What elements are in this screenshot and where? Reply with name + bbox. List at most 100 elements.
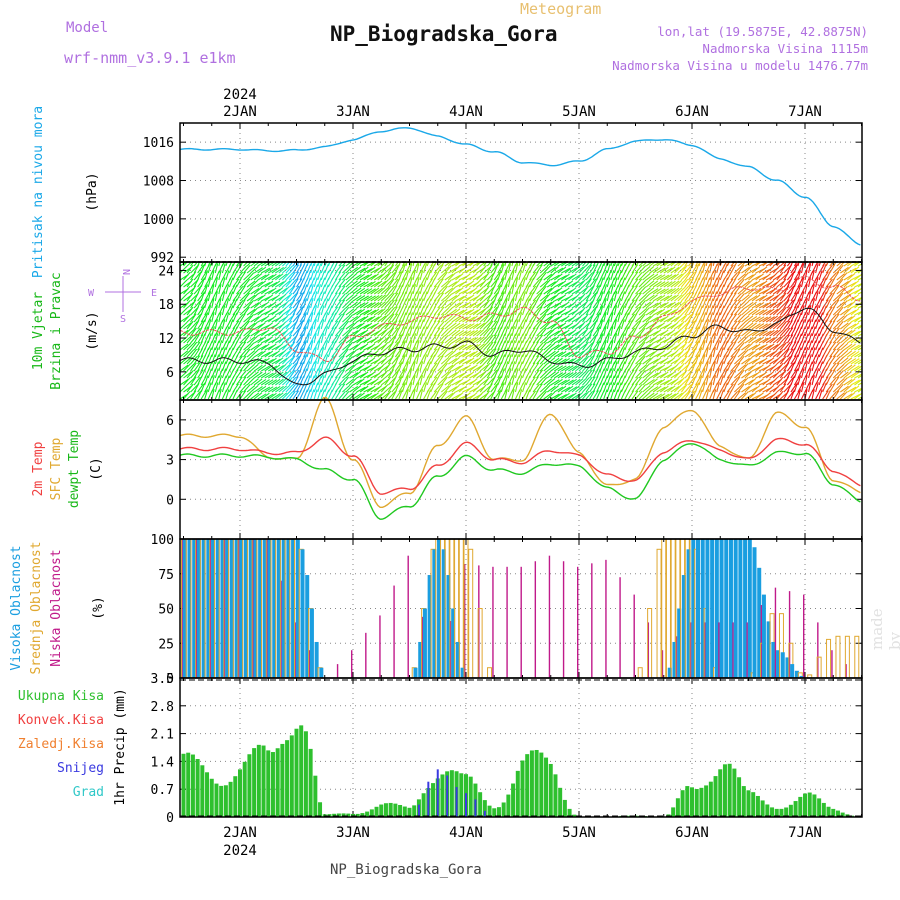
wind-barb — [373, 356, 382, 365]
wind-barb — [493, 382, 499, 393]
wind-barb — [204, 326, 209, 337]
wind-barb — [253, 286, 262, 295]
precip-rain-bar — [275, 748, 280, 817]
wind-barb — [327, 305, 333, 316]
wind-barb — [430, 299, 437, 309]
wind-barb — [772, 350, 782, 358]
precip-rain-bar — [468, 776, 473, 817]
wind-barb — [275, 378, 284, 386]
wind-barb — [193, 362, 201, 372]
wind-barb — [232, 298, 238, 309]
wind-barb — [730, 306, 738, 316]
wind-barb — [642, 391, 651, 400]
wind-barb — [200, 313, 207, 323]
wind-barb — [606, 262, 610, 267]
low-cloud-bar — [760, 605, 763, 678]
wind-barb — [352, 342, 361, 351]
wind-barb — [755, 282, 765, 288]
wind-barb — [677, 385, 686, 393]
wind-barb — [437, 391, 446, 400]
wind-barb — [246, 363, 255, 372]
wind-barb — [282, 391, 290, 400]
wind-barb — [582, 341, 589, 351]
wind-barb — [483, 342, 491, 351]
wind-barb — [274, 273, 284, 281]
wind-barb — [479, 264, 487, 274]
precip-rain-bar — [219, 785, 224, 817]
wind-barb — [289, 369, 296, 379]
wind-barb — [589, 306, 597, 316]
wind-barb — [847, 286, 856, 295]
wind-barb — [779, 349, 788, 358]
wind-barb — [709, 326, 713, 337]
wind-barb — [861, 300, 862, 302]
wind-barb — [380, 265, 389, 274]
panel-frame — [179, 399, 863, 540]
wind-barb — [585, 328, 594, 337]
wind-barb — [455, 330, 465, 337]
wind-barb — [285, 286, 294, 295]
wind-barb — [589, 292, 597, 302]
precip-rain-bar — [798, 796, 803, 817]
wind-barb — [741, 321, 750, 330]
wind-barb — [850, 266, 860, 274]
wind-barb — [504, 326, 509, 337]
wind-barb — [836, 392, 845, 400]
wind-barb — [493, 277, 499, 288]
wind-barb — [769, 363, 778, 372]
wind-barb — [349, 315, 359, 323]
wind-barb — [617, 277, 623, 288]
wind-barb — [744, 379, 754, 386]
wind-barb — [857, 263, 862, 267]
wind-barb — [200, 390, 207, 400]
wind-barb — [628, 383, 635, 393]
wind-barb — [479, 307, 488, 316]
wind-barb — [702, 368, 706, 379]
mid-cloud-bar — [665, 538, 671, 679]
wind-barb — [292, 285, 300, 295]
wind-barb — [592, 285, 600, 295]
wind-barb — [391, 278, 399, 288]
wind-barb — [557, 358, 567, 365]
cloud-unit: (%) — [91, 596, 106, 619]
wind-barb — [327, 319, 333, 330]
wind-barb — [522, 291, 526, 302]
wind-barb — [829, 369, 836, 379]
wind-barb — [585, 376, 593, 386]
wind-barb — [857, 277, 862, 281]
wind-barb — [239, 349, 248, 358]
high-cloud-bar — [309, 608, 314, 678]
precip-rain-bar — [741, 786, 746, 817]
wind-barb — [779, 292, 787, 302]
wind-barb — [342, 272, 350, 281]
wind-barb — [507, 333, 512, 344]
wind-barb — [829, 341, 837, 351]
wind-barb — [250, 378, 259, 386]
wind-barb — [564, 262, 574, 267]
wind-barb — [829, 314, 837, 323]
wind-barb — [582, 384, 590, 393]
wind-barb — [568, 287, 577, 295]
wind-barb — [847, 295, 857, 302]
wind-barb — [183, 300, 191, 309]
wind-barb — [504, 347, 509, 358]
wind-barb — [550, 262, 559, 267]
wind-barb — [236, 362, 243, 372]
wind-barb — [225, 326, 230, 337]
wind-barb — [726, 299, 733, 309]
wind-barb — [847, 343, 856, 351]
wind-barb — [455, 336, 465, 344]
wind-barb — [306, 284, 312, 295]
wind-barb — [292, 376, 299, 386]
wind-barb — [529, 362, 536, 372]
wind-barb — [854, 315, 862, 323]
wind-barb — [843, 307, 852, 316]
wind-barb — [688, 348, 696, 358]
wind-barb — [483, 285, 490, 295]
wind-barb — [755, 364, 764, 372]
wind-barb — [507, 361, 513, 372]
wind-barb — [483, 271, 490, 281]
wind-barb — [800, 333, 806, 344]
wind-barb — [373, 262, 382, 267]
wind-barb — [536, 272, 545, 281]
